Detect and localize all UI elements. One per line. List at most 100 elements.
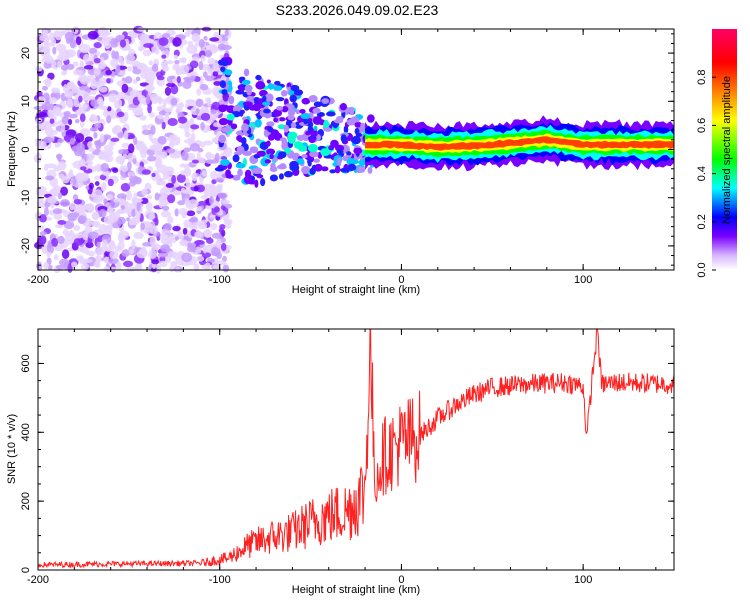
spectrogram-transition-blob	[323, 120, 330, 129]
spectrogram-noise-blob	[145, 95, 151, 105]
spectrogram-transition-blob	[307, 121, 314, 128]
spectrogram-noise-blob	[149, 94, 160, 102]
spectrogram-noise-blob	[128, 248, 135, 254]
spectrogram-noise-blob	[52, 208, 63, 215]
spectrogram-noise-blob	[140, 69, 149, 79]
spectrogram-noise-blob	[64, 90, 74, 99]
spectrogram-noise-blob	[44, 206, 49, 217]
spectrogram-x-label: Height of straight line (km)	[292, 284, 420, 296]
spectrogram-transition-blob	[218, 117, 229, 126]
spectrogram-transition-blob	[220, 159, 230, 166]
spectrogram-noise-blob	[201, 219, 208, 224]
spectrogram-noise-blob	[44, 201, 51, 208]
spectrogram-noise-blob	[105, 224, 114, 232]
spectrogram-noise-blob	[207, 57, 216, 65]
spectrogram-noise-blob	[100, 162, 110, 172]
spectrogram-noise-blob	[159, 260, 168, 268]
spectrogram-noise-blob	[157, 135, 167, 145]
spectrogram-noise-blob	[128, 181, 136, 187]
spectrogram-noise-blob	[92, 189, 103, 198]
spectrogram-y-tick-label: -10	[20, 190, 32, 206]
spectrogram-noise-blob	[204, 75, 214, 82]
spectrogram-noise-blob	[68, 113, 78, 119]
spectrogram-noise-blob	[39, 34, 51, 42]
spectrogram-y-tick-label: -20	[20, 238, 32, 254]
spectrogram-transition-blob	[354, 122, 361, 128]
spectrogram-transition-blob	[273, 85, 283, 91]
spectrogram-noise-blob	[44, 55, 54, 64]
spectrogram-transition-blob	[313, 158, 320, 163]
spectrogram-transition-blob	[267, 83, 275, 90]
spectrogram-noise-blob	[164, 112, 170, 118]
spectrogram-transition-blob	[321, 166, 329, 172]
spectrogram-noise-blob	[167, 194, 176, 204]
spectrogram-noise-blob	[134, 216, 141, 222]
spectrogram-noise-blob	[39, 214, 47, 223]
spectrogram-noise-blob	[77, 215, 87, 224]
spectrogram-noise-blob	[213, 206, 220, 213]
spectrogram-noise-blob	[165, 183, 175, 189]
spectrogram-noise-blob	[87, 30, 99, 40]
spectrogram-noise-blob	[178, 124, 189, 129]
spectrogram-noise-blob	[167, 251, 178, 258]
spectrogram-transition-blob	[221, 83, 226, 88]
spectrogram-noise-blob	[126, 161, 132, 171]
spectrogram-noise-blob	[195, 98, 204, 108]
spectrogram-transition-blob	[307, 143, 318, 153]
spectrogram-transition-blob	[287, 114, 295, 121]
spectrogram-noise-blob	[111, 126, 122, 134]
spectrogram-noise-blob	[64, 31, 75, 42]
spectrogram-noise-blob	[182, 227, 188, 235]
spectrogram-transition-blob	[249, 146, 259, 154]
spectrogram-noise-blob	[57, 235, 65, 244]
spectrogram-noise-blob	[205, 237, 214, 244]
spectrogram-noise-blob	[196, 255, 205, 262]
spectrogram-x-tick-label: -100	[209, 274, 231, 286]
spectrogram-noise-blob	[103, 198, 108, 205]
spectrogram-noise-blob	[171, 174, 177, 184]
spectrogram-noise-blob	[79, 85, 90, 91]
spectrogram-noise-blob	[134, 177, 142, 185]
spectrogram-noise-blob	[211, 86, 222, 97]
spectrogram-transition-blob	[313, 101, 323, 108]
spectrogram-noise-blob	[200, 121, 205, 131]
spectrogram-transition-blob	[340, 167, 350, 173]
spectrogram-noise-blob	[150, 125, 156, 135]
spectrogram-transition-blob	[336, 149, 344, 154]
spectrogram-transition-blob	[290, 84, 300, 92]
spectrogram-noise-blob	[58, 54, 69, 62]
spectrogram-noise-blob	[87, 231, 99, 240]
spectrogram-transition-blob	[230, 123, 238, 130]
spectrogram-noise-blob	[80, 166, 87, 171]
spectrogram-noise-blob	[184, 131, 191, 138]
spectrogram-noise-blob	[156, 75, 165, 81]
snr-y-tick-label: 0	[20, 567, 32, 573]
spectrogram-noise-blob	[42, 27, 48, 37]
spectrogram-transition-blob	[281, 139, 288, 147]
spectrogram-noise-blob	[66, 98, 74, 109]
spectrogram-transition-blob	[218, 134, 227, 144]
chart-title: S233.2026.049.09.02.E23	[276, 2, 439, 18]
spectrogram-transition-blob	[244, 169, 252, 179]
spectrogram-transition-blob	[312, 116, 323, 125]
spectrogram-noise-blob	[51, 87, 61, 94]
spectrogram-noise-blob	[85, 250, 90, 256]
spectrogram-noise-blob	[116, 111, 125, 118]
spectrogram-transition-blob	[290, 122, 297, 129]
spectrogram-noise-blob	[147, 213, 155, 220]
spectrogram-noise-blob	[61, 70, 67, 76]
spectrogram-noise-blob	[121, 142, 130, 149]
spectrogram-noise-blob	[180, 65, 185, 75]
spectrogram-transition-blob	[275, 97, 285, 102]
spectrogram-transition-blob	[243, 68, 250, 77]
spectrogram-transition-blob	[221, 127, 232, 133]
spectrogram-noise-blob	[72, 194, 79, 201]
spectrogram-transition-blob	[312, 107, 321, 114]
colorbar-tick-label: 0.8	[696, 70, 708, 85]
colorbar-tick-label: 0.6	[696, 118, 708, 133]
spectrogram-transition-blob	[295, 109, 301, 115]
spectrogram-noise-blob	[191, 33, 201, 43]
spectrogram-noise-blob	[84, 96, 95, 101]
spectrogram-transition-blob	[236, 145, 245, 155]
spectrogram-noise-blob	[98, 63, 106, 70]
